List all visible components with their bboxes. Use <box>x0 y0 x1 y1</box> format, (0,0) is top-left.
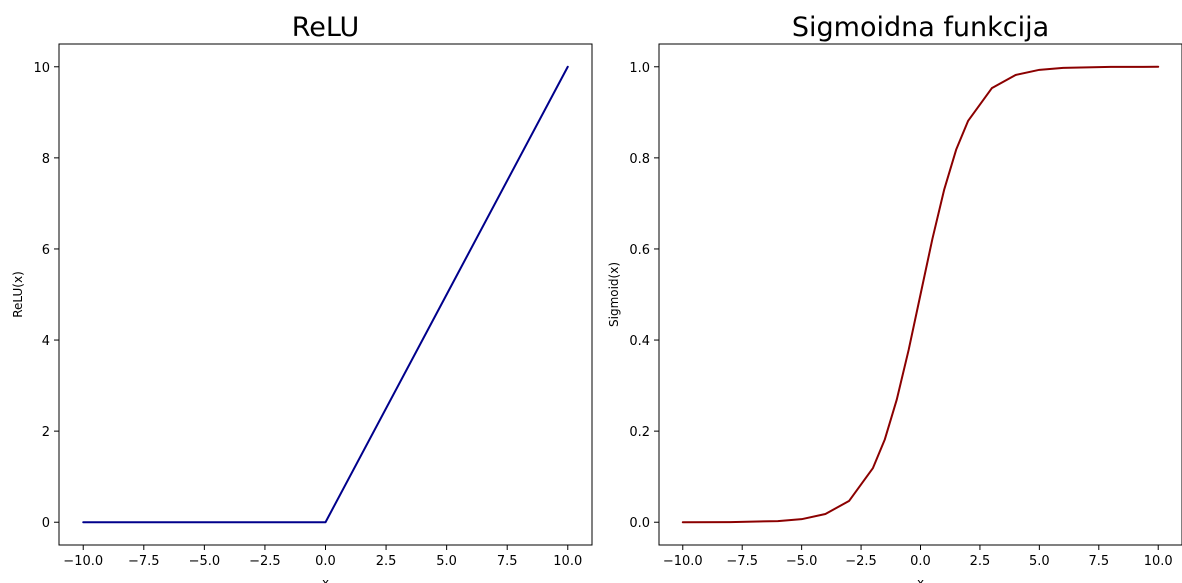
relu-chart-title: ReLU <box>292 12 360 43</box>
relu-ytick-label: 10 <box>33 61 50 76</box>
relu-ytick-label: 8 <box>42 152 50 167</box>
sigmoid-xtick-label: 7.5 <box>1088 554 1109 569</box>
relu-xtick-label: −2.5 <box>249 554 281 569</box>
relu-series-line <box>82 65 569 524</box>
relu-xtick-label: 7.5 <box>497 554 518 569</box>
sigmoid-x-axis-label: x <box>917 576 924 583</box>
sigmoid-xtick-label: 5.0 <box>1029 554 1050 569</box>
sigmoid-xtick-label: −10.0 <box>663 554 703 569</box>
sigmoid-xtick-label: −2.5 <box>845 554 877 569</box>
relu-y-axis-label: ReLU(x) <box>11 271 25 318</box>
relu-x-axis-label: x <box>322 576 329 583</box>
relu-xtick-label: 5.0 <box>436 554 457 569</box>
sigmoid-xtick-label: −5.0 <box>786 554 818 569</box>
sigmoid-xtick-label: −7.5 <box>726 554 758 569</box>
sigmoid-xtick-label: 0.0 <box>910 554 931 569</box>
sigmoid-ytick-label: 0.0 <box>629 516 650 531</box>
relu-ytick-label: 6 <box>42 243 50 258</box>
sigmoid-ytick-label: 0.2 <box>629 425 650 440</box>
relu-ytick-label: 4 <box>42 334 50 349</box>
relu-xtick-label: 0.0 <box>315 554 336 569</box>
relu-xtick-label: −7.5 <box>128 554 160 569</box>
sigmoid-ytick-label: 0.4 <box>629 334 650 349</box>
sigmoid-y-axis-label: Sigmoid(x) <box>607 262 621 327</box>
sigmoid-ytick-label: 1.0 <box>629 61 650 76</box>
relu-xtick-label: 2.5 <box>376 554 397 569</box>
relu-axes-frame <box>58 43 593 546</box>
sigmoid-ytick-label: 0.6 <box>629 243 650 258</box>
sigmoid-series-line <box>681 65 1160 524</box>
sigmoid-ytick-label: 0.8 <box>629 152 650 167</box>
relu-xtick-label: 10.0 <box>553 554 582 569</box>
relu-xtick-label: −5.0 <box>189 554 221 569</box>
sigmoid-xtick-label: 10.0 <box>1144 554 1173 569</box>
sigmoid-xtick-label: 2.5 <box>970 554 991 569</box>
relu-ytick-label: 2 <box>42 425 50 440</box>
sigmoid-chart-title: Sigmoidna funkcija <box>792 12 1049 43</box>
relu-xtick-label: −10.0 <box>63 554 103 569</box>
relu-ytick-label: 0 <box>42 516 50 531</box>
